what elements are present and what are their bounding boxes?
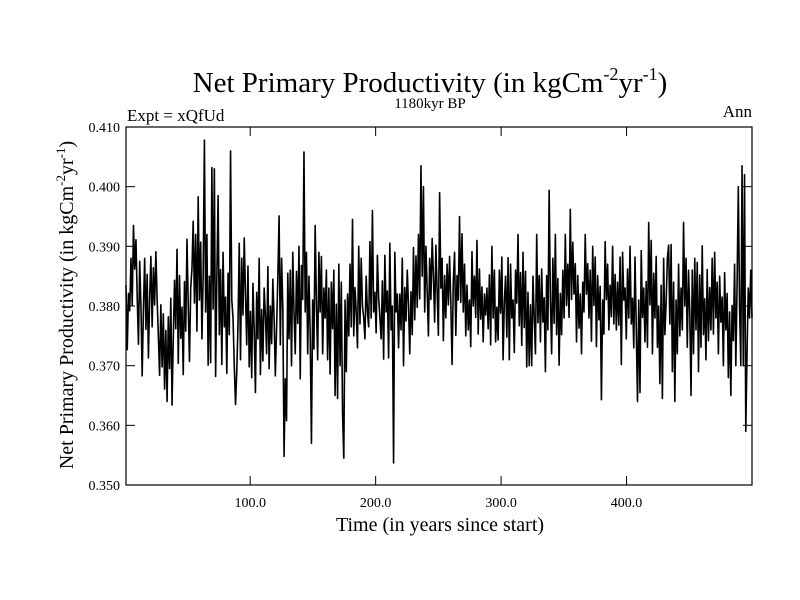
chart-title-sup-1: -2 bbox=[603, 64, 618, 84]
y-tick-label: 0.400 bbox=[89, 181, 121, 196]
y-tick-label: 0.370 bbox=[89, 360, 121, 375]
x-tick-label: 300.0 bbox=[485, 496, 517, 511]
x-tick-label: 100.0 bbox=[234, 496, 266, 511]
y-tick-label: 0.390 bbox=[89, 240, 121, 255]
chart-title-sup-2: -1 bbox=[643, 64, 658, 84]
expt-label: Expt = xQfUd bbox=[127, 106, 225, 125]
y-tick-label: 0.410 bbox=[89, 121, 121, 136]
x-axis-label: Time (in years since start) bbox=[336, 514, 544, 536]
y-axis-label: Net Primary Productivity (in kgCm-2yr-1) bbox=[53, 141, 78, 469]
y-tick-label: 0.380 bbox=[89, 300, 121, 315]
y-tick-label: 0.350 bbox=[89, 479, 121, 494]
chart-title: Net Primary Productivity (in kgCm-2yr-1) bbox=[193, 64, 668, 99]
season-label: Ann bbox=[723, 102, 753, 121]
npp-series-line bbox=[125, 139, 753, 464]
x-axis-ticks: 100.0 200.0 300.0 400.0 bbox=[234, 127, 642, 511]
y-label-sup-1: -2 bbox=[53, 175, 68, 186]
chart-subtitle: 1180kyr BP bbox=[394, 96, 466, 112]
x-tick-label: 400.0 bbox=[611, 496, 643, 511]
y-label-sup-2: -1 bbox=[53, 148, 68, 159]
x-tick-label: 200.0 bbox=[360, 496, 392, 511]
y-tick-label: 0.360 bbox=[89, 419, 121, 434]
